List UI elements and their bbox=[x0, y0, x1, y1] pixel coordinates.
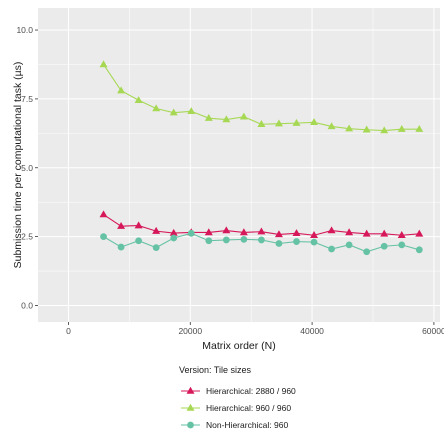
data-point bbox=[99, 210, 108, 218]
legend-label: Non-Hierarchical: 960 bbox=[206, 420, 288, 430]
data-point bbox=[362, 229, 371, 237]
data-point bbox=[170, 234, 178, 242]
data-point bbox=[204, 113, 213, 121]
data-point bbox=[135, 237, 143, 245]
data-point bbox=[293, 238, 300, 245]
data-point bbox=[397, 124, 406, 132]
x-tick-label: 40000 bbox=[300, 326, 324, 336]
data-point bbox=[222, 226, 231, 234]
legend-items: Hierarchical: 2880 / 960 Hierarchical: 96… bbox=[181, 386, 296, 430]
y-tick-label: 0.0 bbox=[21, 300, 33, 310]
legend-key-marker bbox=[186, 403, 195, 411]
x-tick-label: 60000 bbox=[422, 326, 444, 336]
legend-key-marker bbox=[187, 421, 194, 429]
data-point bbox=[328, 245, 335, 253]
x-tick-label: 20000 bbox=[178, 326, 202, 336]
legend-label: Hierarchical: 2880 / 960 bbox=[206, 386, 296, 396]
data-point bbox=[258, 236, 265, 244]
data-point bbox=[99, 60, 108, 68]
x-tick-label: 0 bbox=[66, 326, 71, 336]
data-point bbox=[152, 104, 161, 112]
data-point bbox=[380, 126, 389, 134]
data-point bbox=[415, 124, 424, 132]
data-point bbox=[169, 228, 178, 236]
data-point bbox=[363, 248, 371, 256]
data-point bbox=[240, 235, 248, 243]
data-point bbox=[275, 240, 283, 247]
x-axis: 0 20000 40000 60000 bbox=[66, 322, 444, 336]
data-point bbox=[362, 125, 371, 133]
data-point bbox=[222, 115, 231, 123]
legend-key-marker bbox=[186, 386, 195, 394]
data-point bbox=[345, 228, 354, 236]
data-point bbox=[152, 226, 161, 234]
data-point bbox=[187, 229, 195, 237]
data-point bbox=[398, 241, 406, 249]
data-point bbox=[187, 107, 196, 115]
major-gridlines bbox=[38, 8, 440, 322]
data-point bbox=[204, 228, 213, 236]
data-point bbox=[310, 231, 319, 238]
data-point bbox=[117, 243, 125, 251]
data-point bbox=[239, 228, 248, 236]
legend-title: Version: Tile sizes bbox=[179, 365, 252, 375]
data-point bbox=[134, 221, 143, 229]
data-point bbox=[274, 119, 283, 127]
data-point bbox=[415, 229, 424, 237]
series-3 bbox=[100, 229, 423, 256]
series-2 bbox=[99, 60, 424, 134]
legend: Version: Tile sizes Hierarchical: 2880 /… bbox=[179, 365, 296, 430]
y-tick-label: 7.5 bbox=[21, 94, 33, 104]
legend-item: Non-Hierarchical: 960 bbox=[181, 420, 288, 430]
y-tick-label: 2.5 bbox=[21, 232, 33, 242]
data-point bbox=[310, 238, 318, 246]
data-point bbox=[134, 96, 143, 104]
y-tick-label: 10.0 bbox=[16, 25, 33, 35]
x-axis-title: Matrix order (N) bbox=[202, 340, 276, 352]
data-point bbox=[310, 118, 319, 126]
data-point bbox=[415, 246, 423, 254]
data-point bbox=[222, 236, 230, 244]
data-point bbox=[292, 229, 301, 237]
data-point bbox=[380, 229, 389, 237]
data-point bbox=[205, 237, 213, 245]
data-point bbox=[327, 122, 336, 130]
data-point bbox=[274, 230, 283, 238]
data-point bbox=[169, 108, 178, 116]
data-point bbox=[292, 118, 301, 126]
data-point bbox=[257, 227, 266, 235]
data-point bbox=[345, 241, 353, 249]
y-axis-title: Submission time per computational task (… bbox=[12, 62, 24, 269]
legend-item: Hierarchical: 960 / 960 bbox=[181, 403, 291, 413]
data-point bbox=[100, 233, 107, 241]
data-point bbox=[257, 120, 266, 127]
legend-label: Hierarchical: 960 / 960 bbox=[206, 403, 291, 413]
y-tick-label: 5.0 bbox=[21, 163, 33, 173]
plot-panel bbox=[38, 8, 440, 322]
data-point bbox=[152, 244, 160, 252]
legend-item: Hierarchical: 2880 / 960 bbox=[181, 386, 296, 396]
data-point bbox=[117, 86, 126, 94]
data-point bbox=[345, 124, 354, 132]
data-point bbox=[327, 226, 336, 234]
data-point bbox=[397, 231, 406, 238]
y-axis: 0.0 2.5 5.0 7.5 10.0 bbox=[16, 25, 38, 310]
series-layer bbox=[99, 60, 424, 256]
data-point bbox=[239, 112, 248, 120]
data-point bbox=[380, 242, 388, 250]
data-point bbox=[117, 221, 126, 229]
